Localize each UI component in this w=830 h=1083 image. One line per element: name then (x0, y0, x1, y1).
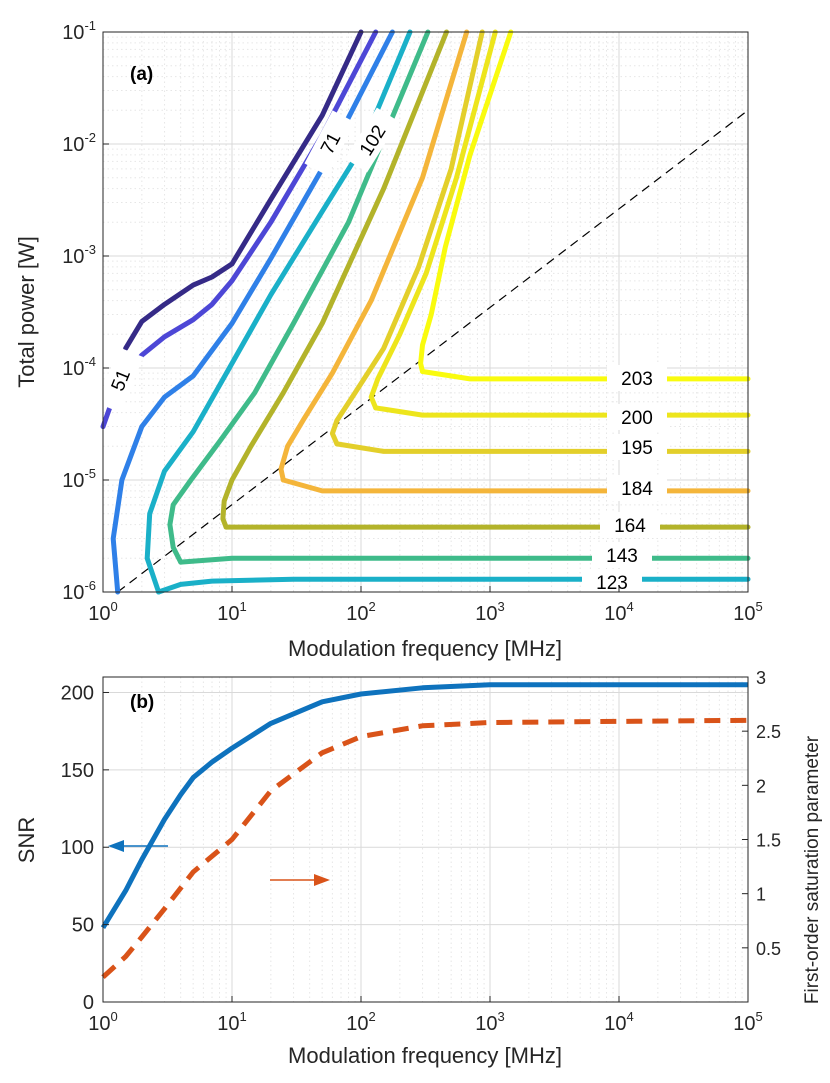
contour-label-184: 184 (621, 479, 653, 500)
x-tick-label: 104 (604, 1009, 633, 1035)
panel-a-x-axis-label: Modulation frequency [MHz] (288, 636, 562, 661)
panel-a-y-ticks: 10-6 10-5 10-4 10-3 10-2 10-1 (62, 18, 109, 604)
dashed-reference-line (117, 109, 749, 593)
contour-label-123: 123 (596, 573, 628, 594)
panel-b-arrows (108, 840, 330, 886)
y-tick-label: 10-1 (62, 18, 96, 44)
contour-line-102 (110, 29, 395, 595)
contour-label-bg-143 (592, 542, 652, 568)
right-y-tick-label: 1.5 (756, 831, 781, 851)
panel-b-y-axis-label: SNR (14, 817, 39, 863)
right-y-tick-label: 1 (756, 885, 766, 905)
contour-line-51 (123, 29, 364, 351)
x-tick-label: 103 (475, 1009, 504, 1035)
contour-tail-143 (178, 555, 751, 565)
contour-label-bg-195 (607, 434, 667, 460)
right-y-tick-label: 0.5 (756, 939, 781, 959)
contour-line-195 (329, 29, 485, 447)
contour-line-203 (418, 29, 514, 374)
panel-b-label: (b) (130, 692, 154, 713)
x-tick-label: 101 (217, 1009, 246, 1035)
contour-label-bg-200 (607, 404, 667, 430)
y-tick-label: 10-4 (62, 354, 96, 380)
panel-b: 100 101 102 103 104 105 0 50 100 150 200 0.5 1 1.5 2… (14, 668, 823, 1068)
y-tick-label: 10-6 (62, 578, 96, 604)
y-tick-label: 50 (72, 915, 94, 937)
contour-label-bg-123 (582, 569, 642, 595)
contour-label-bg-203 (607, 365, 667, 391)
x-tick-label: 103 (475, 599, 504, 625)
x-tick-label: 101 (217, 599, 246, 625)
contour-tail-123 (156, 576, 751, 595)
contour-label-bg-184 (607, 475, 667, 501)
panel-b-lines (100, 682, 749, 979)
panel-b-x-axis-label: Modulation frequency [MHz] (288, 1043, 562, 1068)
x-tick-label: 105 (733, 599, 762, 625)
contour-label-203: 203 (621, 369, 653, 390)
panel-a-reference-line (117, 109, 749, 593)
panel-a-x-ticks: 100 101 102 103 104 105 (88, 586, 763, 625)
panel-b-background (103, 677, 748, 1002)
contour-label-bg-51 (96, 347, 144, 413)
panel-a-label: (a) (130, 64, 153, 85)
y-tick-label: 0 (83, 992, 94, 1014)
x-tick-label: 105 (733, 1009, 762, 1035)
left-arrow-head (108, 840, 124, 852)
saturation-parameter-line (101, 717, 749, 979)
right-y-tick-label: 2.5 (756, 722, 781, 742)
x-tick-label: 104 (604, 599, 633, 625)
contour-line-200 (368, 29, 498, 411)
right-y-tick-label: 2 (756, 776, 766, 796)
panel-a-y-axis-label: Total power [W] (14, 236, 39, 388)
snr-line (100, 682, 748, 930)
y-tick-label: 100 (61, 837, 94, 859)
panel-a-frame (102, 31, 749, 593)
x-tick-label: 102 (346, 1009, 375, 1035)
y-tick-label: 200 (61, 682, 94, 704)
y-tick-label: 10-5 (62, 466, 96, 492)
panel-b-y-ticks: 0 50 100 150 200 (61, 682, 109, 1014)
contour-line-123 (144, 29, 413, 595)
contour-tail-184 (280, 477, 751, 494)
contour-label-bg-102 (345, 107, 399, 173)
panel-b-right-y-ticks: 0.5 1 1.5 2 2.5 3 (742, 668, 781, 959)
contour-label-143: 143 (606, 546, 638, 567)
contour-line-184 (278, 29, 470, 483)
contour-label-200: 200 (621, 408, 653, 429)
right-y-tick-label: 3 (756, 668, 766, 688)
contour-label-bg-71 (304, 110, 356, 176)
x-tick-label: 100 (88, 1009, 117, 1035)
panel-b-right-y-axis-label: First-order saturation parameter (802, 735, 823, 1004)
contour-line-164 (220, 29, 449, 530)
x-tick-label: 102 (346, 599, 375, 625)
contour-label-164: 164 (614, 516, 646, 537)
y-tick-label: 150 (61, 760, 94, 782)
panel-b-x-ticks: 100 101 102 103 104 105 (88, 996, 763, 1035)
y-tick-label: 10-2 (62, 130, 96, 156)
contour-label-195: 195 (621, 438, 653, 459)
y-tick-label: 10-3 (62, 242, 96, 268)
right-arrow-head (314, 874, 330, 886)
contour-line-143 (167, 29, 431, 565)
x-tick-label: 100 (88, 599, 117, 625)
contour-label-bg-164 (600, 512, 660, 538)
